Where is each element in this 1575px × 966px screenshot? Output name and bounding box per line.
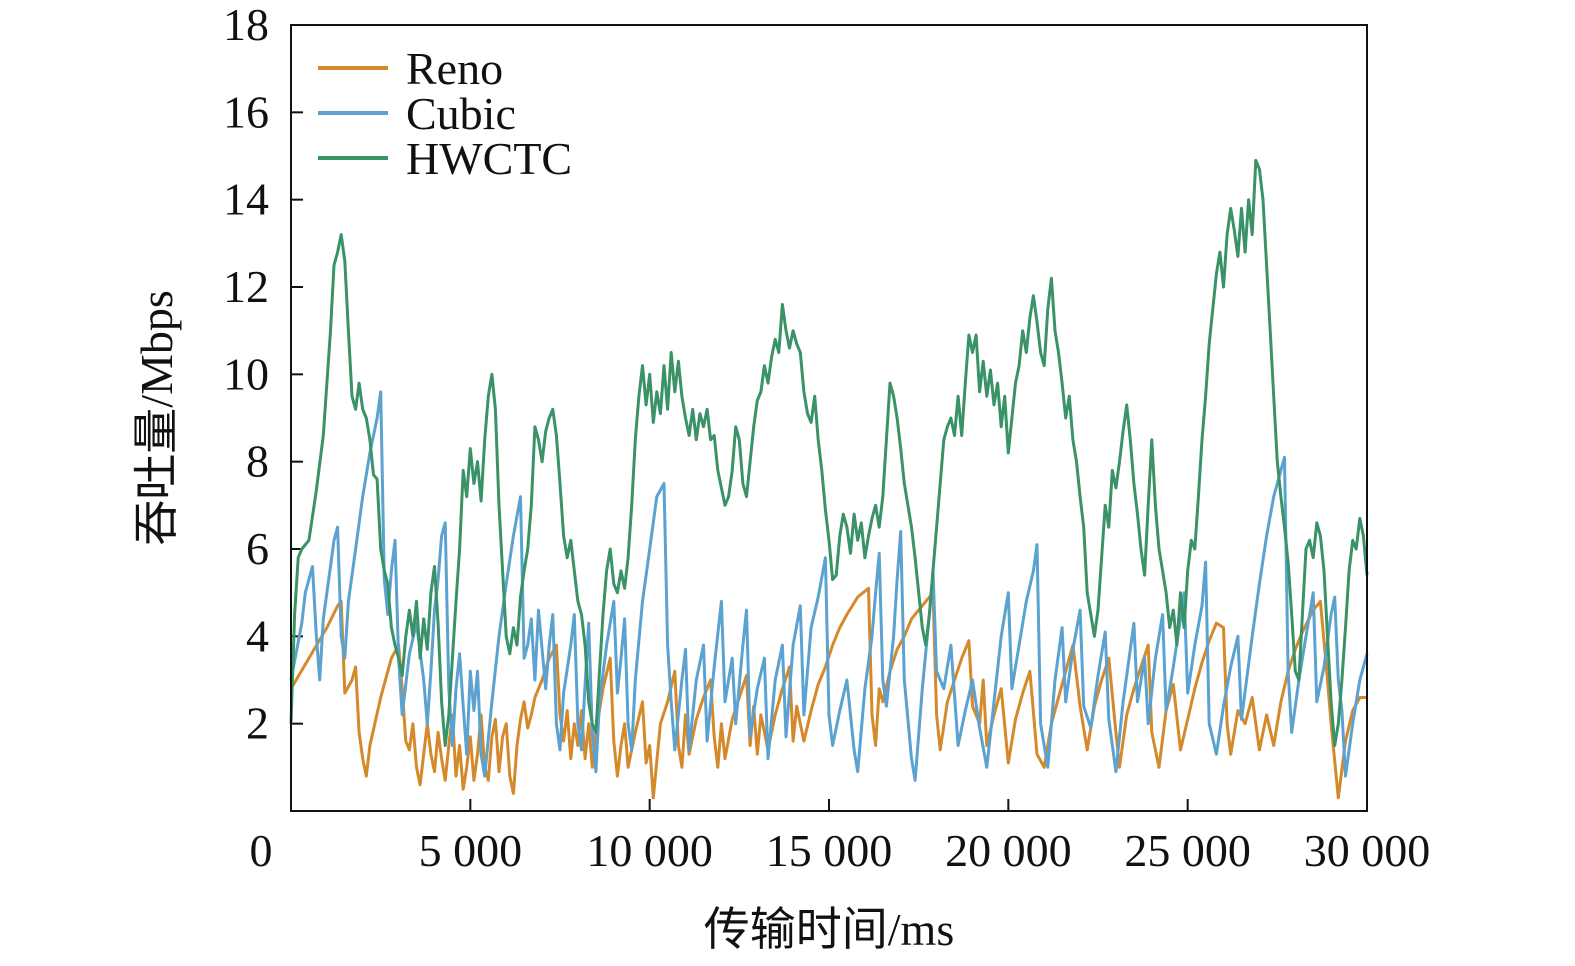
y-tick-label: 2 (246, 698, 269, 749)
legend-label-reno: Reno (406, 43, 503, 94)
y-tick-label: 8 (246, 436, 269, 487)
y-tick-label: 12 (223, 261, 269, 312)
x-axis-ticks: 0 5 000 10 000 15 000 20 000 25 000 30 000 (250, 799, 1431, 876)
legend-label-hwctc: HWCTC (406, 133, 572, 184)
plot-frame (290, 24, 1368, 812)
series-line-hwctc (289, 158, 1369, 747)
series-line-cubic (289, 390, 1369, 782)
legend-label-cubic: Cubic (406, 88, 516, 139)
plot-area-series (289, 158, 1369, 800)
x-axis-title: 传输时间/ms (704, 904, 954, 955)
x-tick-label: 30 000 (1304, 825, 1431, 876)
x-tick-label: 20 000 (945, 825, 1072, 876)
series-line-reno (289, 586, 1367, 800)
y-axis-ticks: 2 4 6 8 10 12 14 16 18 (223, 0, 303, 749)
y-tick-label: 16 (223, 86, 269, 137)
y-tick-label: 14 (223, 174, 269, 225)
x-tick-label: 0 (250, 825, 273, 876)
y-tick-label: 4 (246, 610, 269, 661)
x-tick-label: 5 000 (419, 825, 523, 876)
y-tick-label: 6 (246, 523, 269, 574)
y-tick-label: 10 (223, 348, 269, 399)
x-tick-label: 15 000 (766, 825, 893, 876)
y-axis-title: 吞吐量/Mbps (131, 290, 182, 546)
y-tick-label: 18 (223, 0, 269, 50)
x-tick-label: 10 000 (586, 825, 713, 876)
x-tick-label: 25 000 (1124, 825, 1251, 876)
